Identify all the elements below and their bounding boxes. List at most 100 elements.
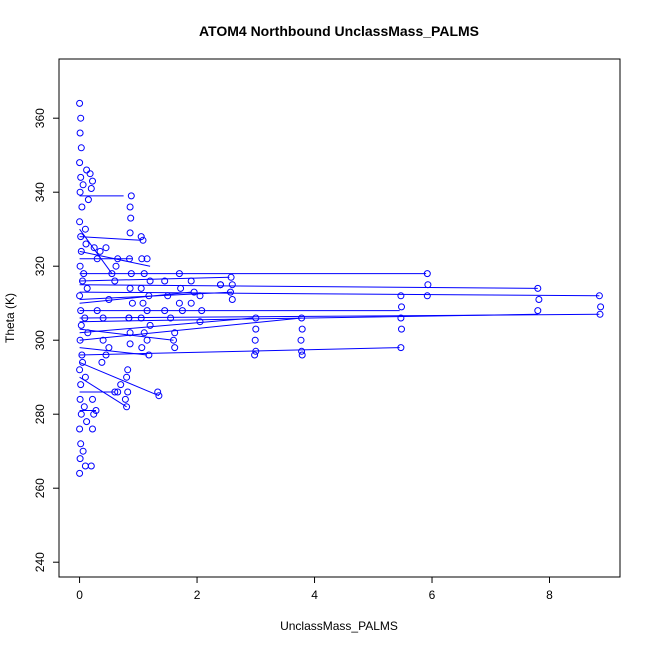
data-point [102,351,110,359]
data-point [77,381,85,389]
data-point [170,336,177,344]
data-point [87,185,95,192]
data-point [105,296,113,303]
y-tick-label: 340 [33,182,47,202]
y-tick-label: 320 [33,256,47,276]
data-point [114,255,122,263]
data-point [175,270,183,278]
data-point [105,344,113,352]
data-point [140,270,148,278]
data-point [99,314,107,322]
data-point [79,277,86,285]
data-point [171,329,179,337]
data-point [111,388,119,396]
data-point [78,351,86,359]
data-point [143,255,151,263]
data-point [121,395,129,403]
data-point [127,214,135,222]
y-axis: 240 260 280 300 320 340 360 [33,108,60,572]
data-point [127,270,135,278]
data-point [93,307,101,315]
data-point [424,281,432,289]
data-point [535,296,543,303]
data-point [187,277,195,285]
data-point [89,425,96,433]
chart-title: ATOM4 Northbound UnclassMass_PALMS [199,23,479,39]
connecting-line [79,317,302,341]
connecting-line [79,328,174,341]
data-point [80,270,88,278]
data-point [228,296,236,303]
connecting-line [79,361,160,397]
data-point [125,314,133,322]
data-point [227,273,235,281]
data-point [99,336,107,344]
data-point [77,410,85,418]
data-point [89,177,96,185]
connecting-line [79,284,538,289]
data-point [178,307,186,315]
data-point [84,196,92,204]
x-tick-label: 6 [429,588,436,602]
data-point [298,314,306,322]
connecting-line [79,347,148,356]
data-point [127,192,135,200]
data-point [117,381,125,389]
data-point [76,292,84,300]
data-point [81,462,89,470]
data-point [90,244,98,252]
data-point [84,329,92,337]
data-point [137,314,145,322]
connecting-line [79,276,230,282]
connecting-line [79,317,253,334]
data-point [108,270,116,278]
connecting-line [79,236,142,241]
data-point [177,284,185,292]
y-axis-label: Theta (K) [3,293,17,343]
data-point [298,325,306,333]
data-point [79,358,86,366]
data-point [140,329,148,337]
x-axis-label: UnclassMass_PALMS [280,619,398,633]
data-point [77,247,85,255]
data-point [217,281,224,289]
data-point [397,292,405,300]
data-point [77,114,85,122]
data-point [595,292,603,300]
y-tick-label: 280 [33,404,47,424]
data-point [114,388,122,396]
data-point [76,395,84,403]
data-point [251,336,259,344]
data-point [146,277,154,285]
data-point [83,166,91,174]
data-point [154,388,162,396]
data-point [398,303,405,311]
y-tick-label: 300 [33,330,47,350]
data-point [77,321,85,329]
data-point [123,373,131,381]
data-point [76,188,84,196]
data-point [139,299,147,307]
data-point [111,277,119,285]
x-tick-label: 4 [311,588,318,602]
data-point [596,310,604,318]
data-point [297,336,305,344]
data-point [124,366,132,374]
data-point [77,307,85,315]
data-point [76,159,84,167]
data-point [76,336,84,344]
data-point [196,318,204,326]
data-point [175,299,183,307]
data-point [83,418,91,426]
data-point [397,314,405,322]
data-point [124,388,132,396]
data-point [82,240,90,248]
data-point [76,469,84,477]
data-point [77,440,85,448]
data-point [76,425,84,433]
data-point [92,407,100,414]
data-point [423,292,431,300]
data-point [81,225,89,233]
data-point [76,99,84,107]
data-point [81,373,89,381]
